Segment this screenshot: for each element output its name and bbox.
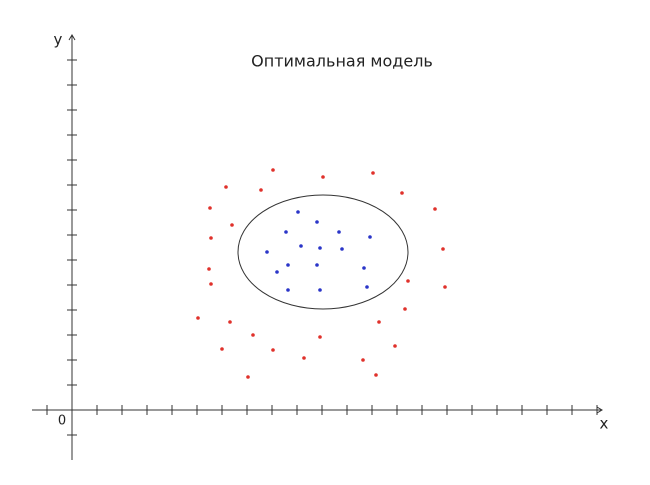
point	[403, 307, 407, 311]
y-axis-label: y	[54, 31, 63, 49]
point	[220, 347, 224, 351]
point	[209, 236, 213, 240]
point	[318, 246, 322, 250]
point	[361, 358, 365, 362]
point	[302, 356, 306, 360]
point	[433, 207, 437, 211]
point	[321, 175, 325, 179]
point	[196, 316, 200, 320]
point	[286, 263, 290, 267]
point	[368, 235, 372, 239]
point	[296, 210, 300, 214]
point	[365, 285, 369, 289]
point	[271, 168, 275, 172]
point	[265, 250, 269, 254]
point	[362, 266, 366, 270]
point	[286, 288, 290, 292]
point	[400, 191, 404, 195]
point	[230, 223, 234, 227]
point	[406, 279, 410, 283]
point	[315, 263, 319, 267]
point	[259, 188, 263, 192]
point	[228, 320, 232, 324]
point	[208, 206, 212, 210]
point	[275, 270, 279, 274]
point	[318, 335, 322, 339]
point	[271, 348, 275, 352]
point	[374, 373, 378, 377]
origin-label: 0	[58, 414, 66, 429]
x-axis-label: x	[600, 415, 609, 433]
decision-boundary	[237, 194, 409, 310]
point	[441, 247, 445, 251]
point	[284, 230, 288, 234]
point	[337, 230, 341, 234]
point	[224, 185, 228, 189]
point	[251, 333, 255, 337]
point	[377, 320, 381, 324]
point	[207, 267, 211, 271]
x-axis-arrow	[596, 406, 603, 414]
point	[246, 375, 250, 379]
point	[393, 344, 397, 348]
point	[371, 171, 375, 175]
point	[318, 288, 322, 292]
point	[315, 220, 319, 224]
chart-title: Оптимальная модель	[251, 52, 433, 71]
point	[443, 285, 447, 289]
point	[340, 247, 344, 251]
point	[299, 244, 303, 248]
y-axis-arrow	[68, 34, 76, 41]
point	[209, 282, 213, 286]
